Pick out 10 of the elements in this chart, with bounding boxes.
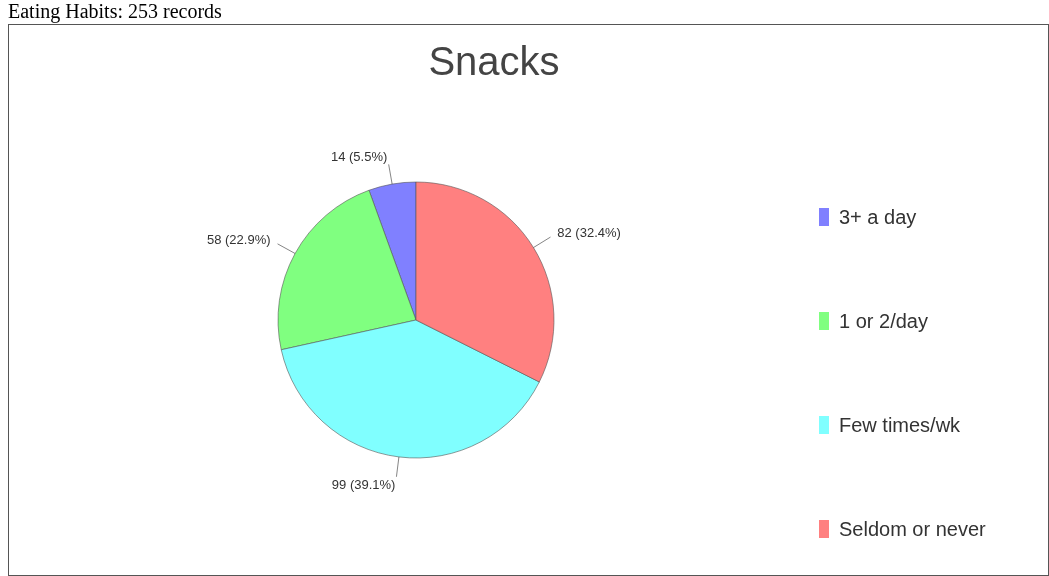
chart-subtitle: Eating Habits: 253 records [8, 0, 222, 22]
data-label: 58 (22.9%) [206, 232, 271, 248]
chart-title: Snacks [428, 39, 560, 83]
legend-label: Few times/wk [839, 413, 961, 437]
legend-label: 3+ a day [839, 205, 917, 229]
data-label: 99 (39.1%) [331, 477, 396, 493]
data-label: 14 (5.5%) [330, 149, 388, 164]
legend-label: Seldom or never [839, 517, 986, 541]
data-label: 82 (32.4%) [557, 225, 621, 241]
legend-label: 1 or 2/day [839, 309, 928, 333]
